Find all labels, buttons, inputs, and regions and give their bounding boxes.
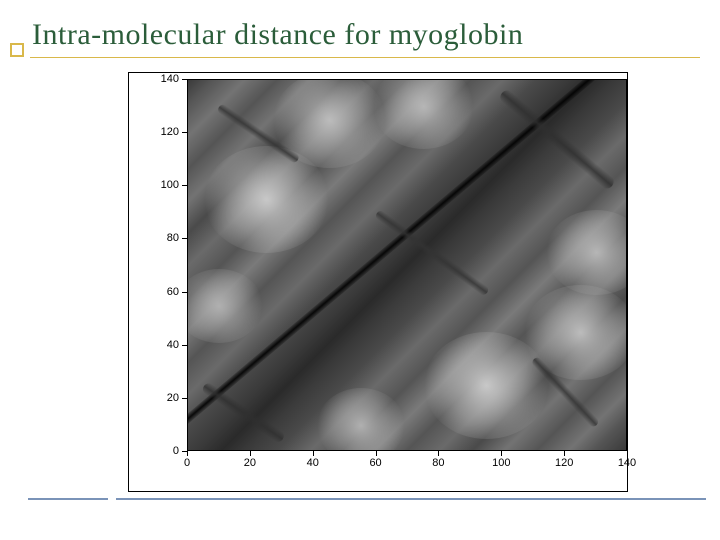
- x-tick-label: 0: [172, 457, 202, 469]
- footer-rule-right: [116, 498, 706, 500]
- y-tick-label: 40: [155, 339, 179, 351]
- chart-outer-frame: 020406080100120140020406080100120140: [128, 72, 628, 492]
- x-tick-mark: [564, 451, 565, 456]
- x-tick-label: 100: [486, 457, 516, 469]
- y-tick-label: 140: [155, 73, 179, 85]
- y-tick-mark: [182, 132, 187, 133]
- title-underline: [30, 57, 700, 58]
- light-region: [317, 388, 405, 451]
- light-region: [524, 285, 627, 381]
- light-region: [187, 269, 263, 343]
- light-region: [373, 79, 474, 149]
- y-tick-mark: [182, 292, 187, 293]
- y-tick-label: 0: [155, 445, 179, 457]
- x-tick-mark: [627, 451, 628, 456]
- y-tick-label: 100: [155, 179, 179, 191]
- dark-contact-streak: [200, 381, 285, 444]
- footer-rule-left: [28, 498, 108, 500]
- distance-map-chart: 020406080100120140020406080100120140: [100, 72, 630, 497]
- main-diagonal: [187, 79, 627, 438]
- dark-contact-streak: [374, 209, 490, 297]
- x-tick-mark: [438, 451, 439, 456]
- x-tick-label: 20: [235, 457, 265, 469]
- x-tick-label: 60: [361, 457, 391, 469]
- y-tick-mark: [182, 345, 187, 346]
- x-tick-label: 40: [298, 457, 328, 469]
- y-tick-label: 60: [155, 286, 179, 298]
- x-tick-label: 140: [612, 457, 642, 469]
- y-tick-mark: [182, 238, 187, 239]
- accent-square-icon: [10, 43, 24, 57]
- y-tick-mark: [182, 185, 187, 186]
- light-region: [204, 146, 330, 252]
- x-tick-mark: [501, 451, 502, 456]
- y-tick-mark: [182, 79, 187, 80]
- x-tick-label: 80: [423, 457, 453, 469]
- x-tick-mark: [376, 451, 377, 456]
- x-tick-mark: [250, 451, 251, 456]
- light-region: [424, 332, 550, 438]
- page-title: Intra-molecular distance for myoglobin: [32, 18, 523, 52]
- y-tick-mark: [182, 398, 187, 399]
- slide: Intra-molecular distance for myoglobin 0…: [0, 0, 720, 540]
- dark-contact-streak: [530, 356, 600, 429]
- light-region: [546, 210, 627, 295]
- x-tick-label: 120: [549, 457, 579, 469]
- dark-contact-streak: [217, 102, 301, 163]
- x-tick-mark: [187, 451, 188, 456]
- y-tick-label: 80: [155, 232, 179, 244]
- x-tick-mark: [313, 451, 314, 456]
- y-tick-label: 120: [155, 126, 179, 138]
- light-region: [273, 79, 386, 168]
- heatmap-plot-area: [187, 79, 627, 451]
- y-tick-label: 20: [155, 392, 179, 404]
